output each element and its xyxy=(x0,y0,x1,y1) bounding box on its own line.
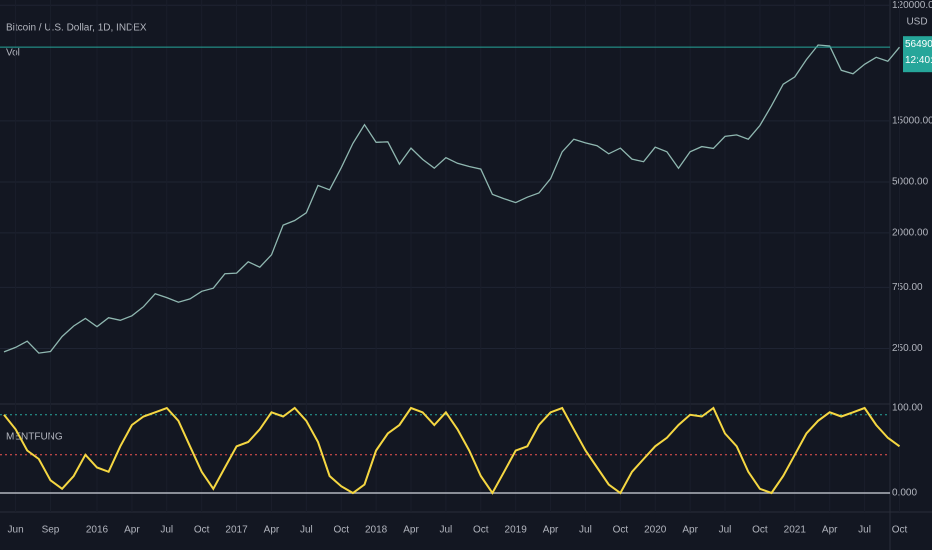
x-tick-label: 2016 xyxy=(86,525,109,536)
x-tick-label: Jul xyxy=(160,525,173,536)
y-tick-label: 750.00 xyxy=(892,282,923,293)
last-price-box xyxy=(903,36,932,73)
y-tick-label: 0.000 xyxy=(892,488,917,499)
x-tick-label: Oct xyxy=(194,525,210,536)
x-tick-label: Apr xyxy=(264,525,280,536)
x-tick-label: Oct xyxy=(752,525,768,536)
y-tick-label: 120000.00 xyxy=(892,0,932,11)
series-line xyxy=(3,44,901,354)
x-tick-label: Oct xyxy=(892,525,908,536)
y-tick-label: 2000.00 xyxy=(892,228,929,239)
x-tick-label: Apr xyxy=(682,525,698,536)
x-tick-label: Oct xyxy=(613,525,629,536)
x-tick-label: Apr xyxy=(403,525,419,536)
x-tick-label: Jul xyxy=(300,525,313,536)
x-tick-label: Jul xyxy=(440,525,453,536)
x-tick-label: Apr xyxy=(124,525,140,536)
x-tick-label: Sep xyxy=(42,525,60,536)
x-tick-label: Apr xyxy=(822,525,838,536)
chart-title: Bitcoin / U.S. Dollar, 1D, INDEX xyxy=(6,23,147,34)
currency: USD xyxy=(906,17,927,28)
x-tick-label: Jul xyxy=(579,525,592,536)
y-tick-label: 100.00 xyxy=(892,403,923,414)
series-line xyxy=(3,406,901,495)
y-tick-label: 15000.00 xyxy=(892,116,932,127)
x-tick-label: 2017 xyxy=(225,525,248,536)
x-tick-label: 2020 xyxy=(644,525,667,536)
countdown: 12:40:53 xyxy=(905,55,932,66)
volume-label: Vol xyxy=(6,48,20,59)
x-tick-label: 2021 xyxy=(784,525,807,536)
x-tick-label: Apr xyxy=(543,525,559,536)
y-tick-label: 5000.00 xyxy=(892,177,929,188)
y-tick-label: 250.00 xyxy=(892,343,923,354)
last-price-label: 56490.20 xyxy=(905,39,932,50)
x-tick-label: 2018 xyxy=(365,525,388,536)
indicator-title: MENTFUNG xyxy=(6,432,63,443)
x-tick-label: 2019 xyxy=(505,525,528,536)
x-tick-label: Jul xyxy=(858,525,871,536)
x-tick-label: Jul xyxy=(719,525,732,536)
x-tick-label: Jun xyxy=(8,525,24,536)
x-tick-label: Oct xyxy=(333,525,349,536)
x-tick-label: Oct xyxy=(473,525,489,536)
